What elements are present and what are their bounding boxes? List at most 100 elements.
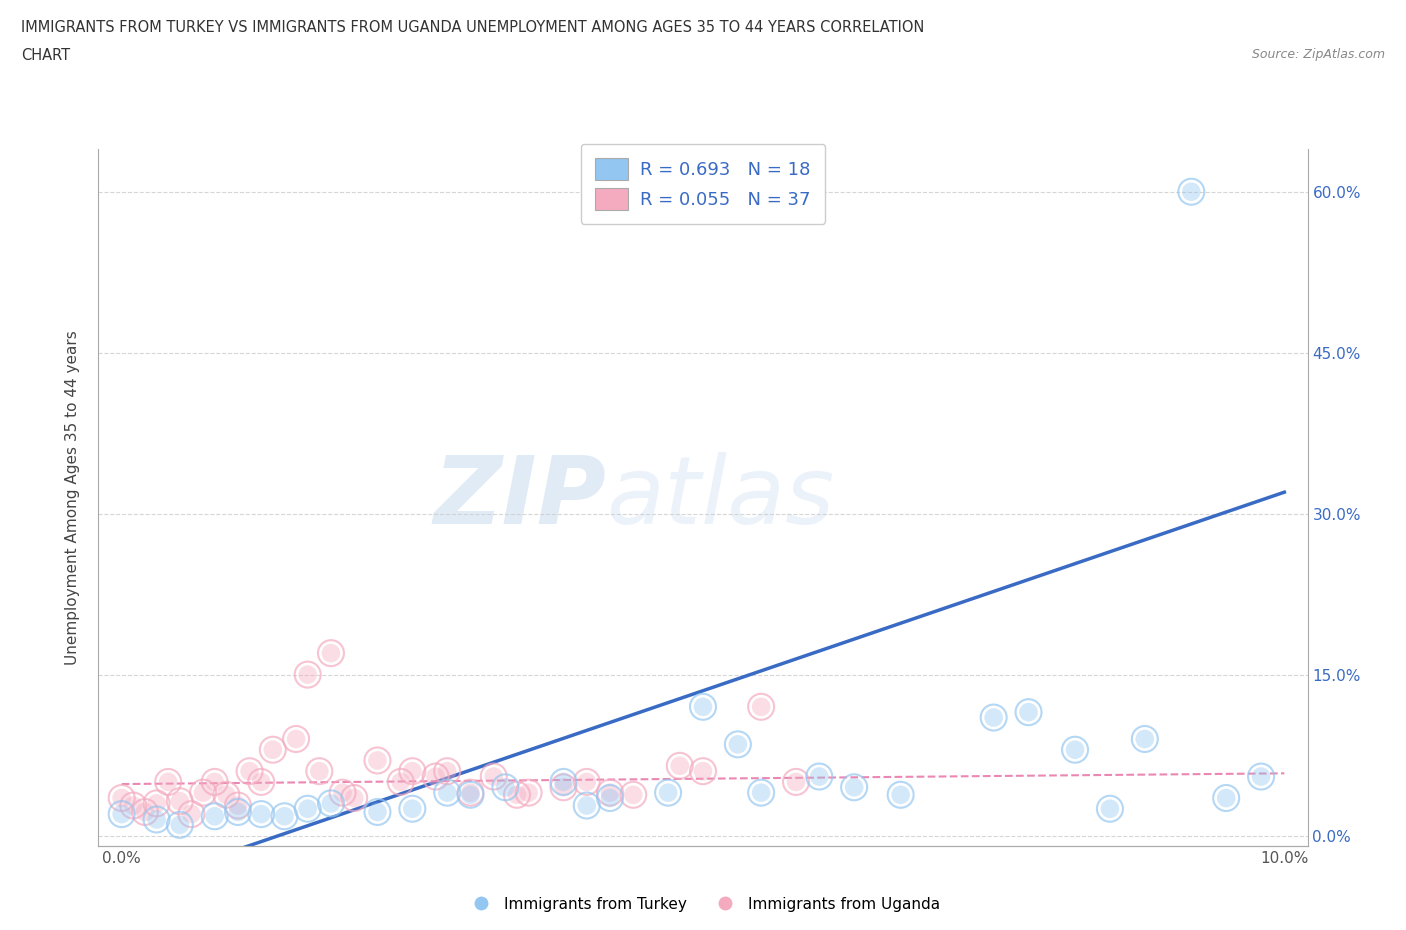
Point — [319, 645, 342, 660]
Point — [157, 775, 180, 790]
Point — [239, 764, 262, 778]
Point — [692, 764, 714, 778]
Point — [983, 711, 1005, 725]
Point — [319, 796, 342, 811]
Point — [226, 798, 249, 813]
Point — [169, 794, 191, 809]
Point — [366, 753, 388, 768]
Point — [343, 790, 366, 805]
Point — [425, 769, 447, 784]
Point — [180, 806, 202, 821]
Point — [575, 775, 598, 790]
Point — [657, 785, 679, 800]
Point — [1133, 732, 1156, 747]
Point — [215, 788, 238, 803]
Point — [285, 732, 308, 747]
Point — [553, 775, 575, 790]
Point — [890, 788, 912, 803]
Point — [621, 788, 644, 803]
Point — [727, 737, 749, 751]
Point — [204, 809, 226, 824]
Point — [436, 785, 458, 800]
Text: ZIP: ZIP — [433, 452, 606, 543]
Point — [226, 804, 249, 819]
Point — [599, 785, 621, 800]
Point — [506, 788, 529, 803]
Point — [1250, 769, 1272, 784]
Point — [191, 785, 214, 800]
Point — [366, 753, 388, 768]
Point — [111, 806, 134, 821]
Point — [262, 742, 284, 757]
Point — [727, 737, 749, 751]
Point — [749, 699, 772, 714]
Point — [1215, 790, 1237, 805]
Point — [250, 775, 273, 790]
Point — [157, 775, 180, 790]
Point — [239, 764, 262, 778]
Point — [808, 769, 831, 784]
Point — [191, 785, 214, 800]
Point — [1250, 769, 1272, 784]
Point — [1018, 705, 1040, 720]
Point — [285, 732, 308, 747]
Point — [749, 699, 772, 714]
Point — [517, 785, 540, 800]
Point — [1098, 802, 1121, 817]
Text: IMMIGRANTS FROM TURKEY VS IMMIGRANTS FROM UGANDA UNEMPLOYMENT AMONG AGES 35 TO 4: IMMIGRANTS FROM TURKEY VS IMMIGRANTS FRO… — [21, 20, 925, 35]
Point — [297, 802, 319, 817]
Point — [1180, 184, 1202, 199]
Point — [575, 798, 598, 813]
Point — [621, 788, 644, 803]
Point — [332, 785, 354, 800]
Point — [553, 780, 575, 795]
Point — [785, 775, 807, 790]
Point — [366, 804, 388, 819]
Point — [134, 804, 156, 819]
Point — [401, 764, 423, 778]
Point — [575, 775, 598, 790]
Point — [494, 780, 516, 795]
Point — [460, 788, 482, 803]
Point — [401, 802, 423, 817]
Point — [226, 798, 249, 813]
Point — [319, 645, 342, 660]
Point — [111, 806, 134, 821]
Point — [553, 775, 575, 790]
Point — [692, 699, 714, 714]
Point — [226, 804, 249, 819]
Legend: R = 0.693   N = 18, R = 0.055   N = 37: R = 0.693 N = 18, R = 0.055 N = 37 — [581, 144, 825, 224]
Text: CHART: CHART — [21, 48, 70, 63]
Point — [460, 785, 482, 800]
Point — [273, 809, 295, 824]
Point — [482, 769, 505, 784]
Point — [749, 785, 772, 800]
Point — [204, 775, 226, 790]
Point — [436, 764, 458, 778]
Point — [308, 764, 330, 778]
Point — [1180, 184, 1202, 199]
Point — [668, 758, 690, 773]
Point — [1098, 802, 1121, 817]
Point — [599, 790, 621, 805]
Point — [250, 775, 273, 790]
Point — [517, 785, 540, 800]
Point — [169, 817, 191, 832]
Point — [111, 790, 134, 805]
Point — [494, 780, 516, 795]
Point — [319, 796, 342, 811]
Text: atlas: atlas — [606, 452, 835, 543]
Point — [343, 790, 366, 805]
Point — [297, 667, 319, 682]
Point — [1064, 742, 1087, 757]
Point — [668, 758, 690, 773]
Point — [844, 780, 866, 795]
Point — [844, 780, 866, 795]
Point — [134, 804, 156, 819]
Point — [1064, 742, 1087, 757]
Point — [599, 785, 621, 800]
Point — [808, 769, 831, 784]
Point — [401, 764, 423, 778]
Point — [273, 809, 295, 824]
Point — [169, 794, 191, 809]
